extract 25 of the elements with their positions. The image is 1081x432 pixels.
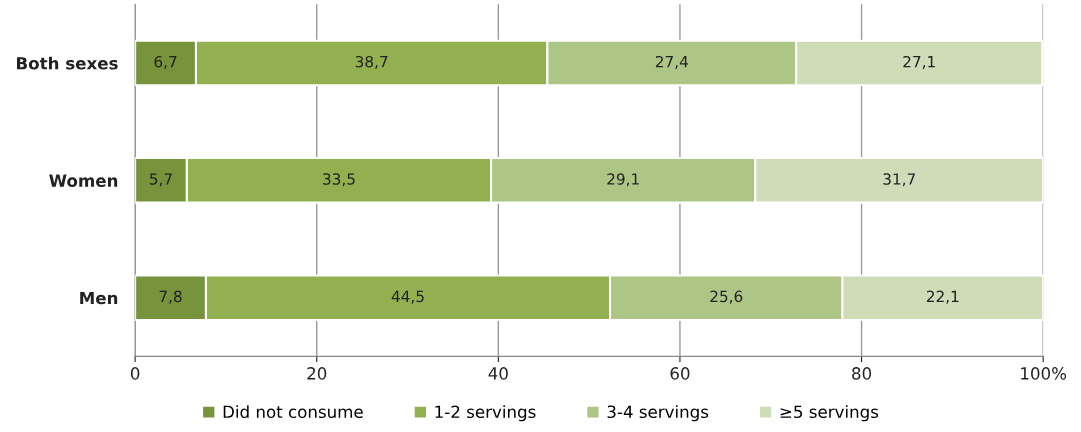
y-tick-label: Women (49, 174, 118, 187)
data-label: 25,6 (710, 290, 743, 304)
legend-label: 3-4 servings (607, 405, 709, 422)
legend-label: ≥5 servings (780, 405, 879, 422)
data-label: 44,5 (391, 290, 424, 304)
x-tick-label: 100% (1021, 367, 1067, 380)
data-label: 27,1 (903, 55, 935, 69)
data-label: 33,5 (323, 173, 355, 187)
x-tick-label: 80 (852, 367, 872, 380)
data-label: 29,1 (607, 173, 639, 187)
y-tick-label: Both sexes (17, 56, 118, 70)
data-label: 31,7 (883, 173, 915, 187)
x-tick-label: 20 (307, 367, 327, 380)
data-label: 5,7 (150, 173, 172, 187)
data-label: 7,8 (159, 290, 182, 304)
legend-label: Did not consume (223, 405, 363, 419)
x-tick-label: 60 (670, 367, 690, 380)
data-label: 38,7 (355, 55, 388, 69)
x-tick-label: 0 (130, 367, 140, 380)
data-label: 6,7 (154, 55, 177, 69)
data-label: 22,1 (926, 290, 959, 304)
x-tick-label: 40 (488, 367, 508, 380)
legend-label: 1-2 servings (435, 405, 536, 422)
data-label: 27,4 (655, 55, 688, 69)
y-tick-label: Men (80, 291, 118, 305)
